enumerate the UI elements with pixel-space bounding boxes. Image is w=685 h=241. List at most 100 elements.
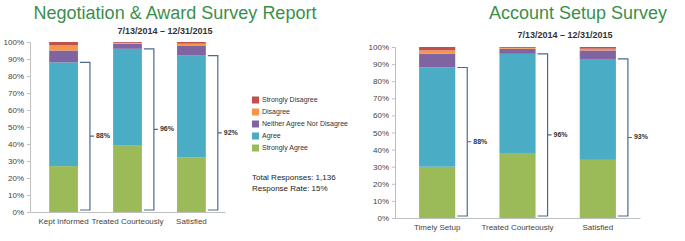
legend-label: Agree: [262, 132, 281, 140]
tick: Satisfied: [582, 218, 613, 232]
bar-segment: [419, 54, 455, 68]
tick-label: 90%: [373, 60, 389, 69]
tick-label: Satisfied: [582, 223, 613, 232]
brackets: 88%96%93%: [457, 54, 648, 216]
title: Negotiation & Award Survey Report: [34, 3, 317, 23]
legend-swatch: [252, 121, 259, 128]
tick-label: 30%: [8, 157, 24, 166]
bracket: [144, 49, 158, 210]
tick: 70%: [8, 89, 30, 98]
chart: Account Setup Survey 7/13/2014 – 12/31/20…: [369, 3, 668, 232]
bar-segment: [113, 146, 142, 212]
tick-label: 60%: [8, 106, 24, 115]
tick-mark: [392, 150, 395, 151]
tick: 50%: [8, 123, 30, 132]
tick: Treated Courteously: [91, 212, 163, 226]
tick: 80%: [373, 77, 395, 86]
bar-segment: [49, 51, 78, 63]
bracket-label: 96%: [160, 125, 175, 132]
tick: 20%: [8, 174, 30, 183]
x-axis: Kept InformedTreated CourteouslySatisfie…: [31, 212, 226, 226]
tick-label: 100%: [4, 38, 24, 47]
legend-label: Strongly Agree: [262, 144, 308, 152]
bar-segment: [419, 167, 455, 218]
bar-segment: [499, 153, 535, 218]
tick-mark: [27, 161, 30, 162]
tick: 20%: [373, 180, 395, 189]
tick-mark: [392, 47, 395, 48]
bar-segment: [113, 44, 142, 49]
subtitle: 7/13/2014 – 12/31/2015: [117, 26, 212, 36]
bracket-label: 88%: [473, 138, 488, 145]
bracket: [80, 62, 94, 210]
bar-segment: [580, 160, 616, 218]
bar-segment: [499, 54, 535, 153]
bar-segment: [177, 45, 206, 55]
axis-line: [31, 212, 226, 213]
axis-line: [396, 218, 641, 219]
axis-line: [27, 43, 31, 213]
tick-mark: [27, 178, 30, 179]
bars: [49, 42, 206, 212]
page: Negotiation & Award Survey Report 7/13/20…: [0, 0, 685, 241]
tick-label: Treated Courteously: [91, 217, 163, 226]
bar-segment: [499, 49, 535, 54]
bar-segment: [499, 47, 535, 49]
tick-label: 30%: [373, 163, 389, 172]
bracket: [457, 68, 471, 216]
bar-segment: [580, 50, 616, 59]
bars: [419, 47, 616, 218]
tick: 90%: [8, 55, 30, 64]
tick: 10%: [8, 191, 30, 200]
y-axis: 0%10%20%30%40%50%60%70%80%90%100%: [369, 43, 396, 223]
tick-mark: [27, 195, 30, 196]
bar-segment: [113, 42, 142, 43]
tick-mark: [392, 167, 395, 168]
bar-segment: [113, 42, 142, 44]
tick-label: 80%: [8, 72, 24, 81]
bracket: [538, 54, 552, 216]
tick-label: Satisfied: [176, 217, 207, 226]
axis-line: [392, 48, 396, 219]
tick-label: 20%: [373, 180, 389, 189]
tick-mark: [392, 218, 395, 219]
bar-segment: [177, 42, 206, 44]
tick: 100%: [4, 38, 30, 47]
bracket-label: 92%: [224, 129, 239, 136]
legend-label: Disagree: [262, 108, 290, 116]
tick-label: 80%: [373, 77, 389, 86]
tick: 80%: [8, 72, 30, 81]
tick-mark: [392, 133, 395, 134]
bar-segment: [49, 42, 78, 45]
legend-swatch: [252, 133, 259, 140]
note: Total Responses: 1,136: [252, 173, 336, 182]
tick-mark: [392, 184, 395, 185]
bracket-label: 93%: [634, 133, 649, 140]
tick: 30%: [373, 163, 395, 172]
subtitle: 7/13/2014 – 12/31/2015: [517, 30, 612, 40]
y-axis: 0%10%20%30%40%50%60%70%80%90%100%: [4, 38, 31, 217]
tick-label: Treated Courteously: [481, 223, 553, 232]
bar-segment: [177, 44, 206, 46]
tick-mark: [392, 201, 395, 202]
legend-swatch: [252, 97, 259, 104]
bracket-label: 88%: [96, 132, 111, 139]
notes: Total Responses: 1,136Response Rate: 15%: [252, 173, 336, 193]
tick: 60%: [8, 106, 30, 115]
tick-label: 10%: [8, 191, 24, 200]
title: Account Setup Survey: [489, 3, 667, 23]
tick: 0%: [377, 214, 395, 223]
bar-segment: [49, 62, 78, 166]
tick: 40%: [373, 146, 395, 155]
tick: 40%: [8, 140, 30, 149]
tick: Satisfied: [176, 212, 207, 226]
tick: 90%: [373, 60, 395, 69]
legend-label: Neither Agree Nor Disagree: [262, 120, 348, 128]
bar-segment: [580, 49, 616, 51]
tick-mark: [27, 42, 30, 43]
tick-mark: [27, 93, 30, 94]
tick: 100%: [369, 43, 395, 52]
tick-mark: [392, 64, 395, 65]
bar-segment: [419, 50, 455, 53]
tick-label: 70%: [373, 94, 389, 103]
